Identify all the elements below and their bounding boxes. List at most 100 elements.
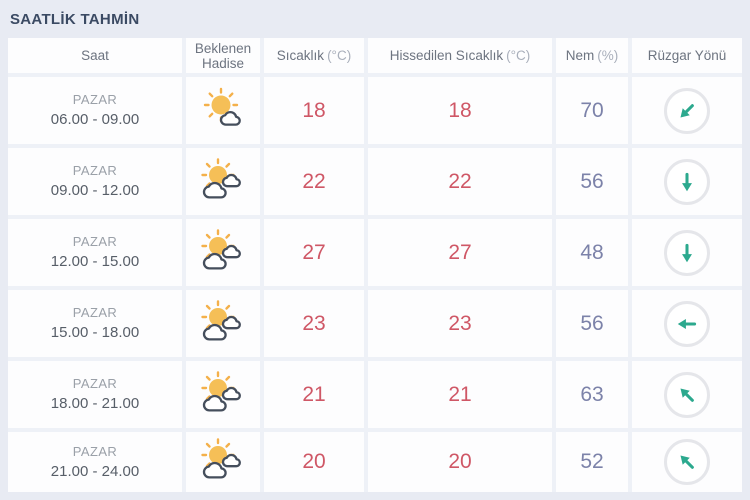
forecast-row: PAZAR 12.00 - 15.00 27 27 48 [8,219,742,286]
temperature-value: 18 [302,98,326,122]
temperature-value: 20 [302,450,326,473]
humidity-value: 70 [580,98,604,122]
feels-like-cell: 21 [368,361,552,428]
time-range-label: 09.00 - 12.00 [50,182,140,199]
sun-two-clouds-icon [199,157,247,204]
sun-two-clouds-icon [199,299,247,346]
sun-two-clouds-icon [199,370,247,417]
time-slot-cell: PAZAR 12.00 - 15.00 [8,219,182,286]
feels-like-cell: 20 [368,432,552,492]
column-header-nem: Nem (%) [556,38,628,73]
expected-condition-cell [186,77,260,144]
day-label: PAZAR [72,443,118,459]
temperature-value: 23 [302,311,326,335]
humidity-value: 63 [580,382,604,406]
header-label-group: Hissedilen Sıcaklık (°C) [390,48,530,63]
wind-direction-cell [632,290,742,357]
forecast-row: PAZAR 09.00 - 12.00 22 22 56 [8,148,742,215]
wind-arrow-northwest-icon [674,382,700,408]
day-label: PAZAR [72,234,118,249]
time-slot-cell: PAZAR 18.00 - 21.00 [8,361,182,428]
wind-direction-indicator [664,87,710,134]
humidity-cell: 70 [556,77,628,144]
time-range-label: 12.00 - 15.00 [50,253,140,270]
wind-direction-cell [632,361,742,428]
feels-like-value: 18 [448,98,472,122]
expected-condition-cell [186,361,260,428]
time-slot-cell: PAZAR 21.00 - 24.00 [8,432,182,492]
expected-condition-cell [186,432,260,492]
feels-like-value: 20 [448,450,472,473]
humidity-value: 52 [580,450,604,473]
time-range-label: 06.00 - 09.00 [50,111,140,128]
forecast-row: PAZAR 21.00 - 24.00 20 20 52 [8,432,742,492]
wind-direction-cell [632,148,742,215]
day-label: PAZAR [72,92,118,107]
column-header-label: Hissedilen Sıcaklık [389,48,504,63]
temperature-value: 22 [302,169,326,193]
temperature-value: 21 [302,382,326,406]
page-title: SAATLİK TAHMİN [10,11,140,28]
expected-condition-cell [186,219,260,286]
temperature-cell: 21 [264,361,364,428]
table-header-row: Saat Beklenen Hadise Sıcaklık (°C) Hissedile… [8,38,742,73]
column-header-ruzgar-yonu: Rüzgar Yönü [632,38,742,73]
wind-direction-indicator [664,371,710,418]
column-header-saat: Saat [8,38,182,73]
humidity-cell: 56 [556,148,628,215]
humidity-cell: 52 [556,432,628,492]
expected-condition-cell [186,148,260,215]
sun-two-clouds-icon [199,228,247,275]
column-header-label: Sıcaklık [276,48,325,63]
time-slot-cell: PAZAR 06.00 - 09.00 [8,77,182,144]
column-header-unit: (°C) [506,48,531,63]
time-range-label: 21.00 - 24.00 [50,462,140,480]
feels-like-cell: 18 [368,77,552,144]
day-label: PAZAR [72,163,118,178]
day-label: PAZAR [72,305,118,320]
header-label-group: Sıcaklık (°C) [277,48,351,63]
temperature-value: 27 [302,240,326,264]
temperature-cell: 23 [264,290,364,357]
column-header-unit: (%) [597,48,619,63]
forecast-row: PAZAR 18.00 - 21.00 21 21 63 [8,361,742,428]
header-label-group: Rüzgar Yönü [648,48,727,63]
temperature-cell: 27 [264,219,364,286]
wind-direction-cell [632,219,742,286]
day-label: PAZAR [72,376,118,391]
column-header-label: Saat [81,48,109,63]
wind-direction-cell [632,432,742,492]
column-header-hissedilen-sicaklik: Hissedilen Sıcaklık (°C) [368,38,552,73]
forecast-row: PAZAR 06.00 - 09.00 18 18 70 [8,77,742,144]
time-slot-cell: PAZAR 15.00 - 18.00 [8,290,182,357]
time-range-label: 15.00 - 18.00 [50,324,140,341]
wind-arrow-northwest-icon [674,449,700,475]
header-label-group: Beklenen Hadise [190,41,256,71]
expected-condition-cell [186,290,260,357]
humidity-value: 56 [580,311,604,335]
forecast-row: PAZAR 15.00 - 18.00 23 23 56 [8,290,742,357]
feels-like-value: 21 [448,382,472,406]
column-header-beklenen-hadise: Beklenen Hadise [186,38,260,73]
time-range-label: 18.00 - 21.00 [50,395,140,412]
wind-direction-indicator [664,439,710,485]
temperature-cell: 22 [264,148,364,215]
header-label-group: Saat [81,48,109,63]
temperature-cell: 18 [264,77,364,144]
wind-direction-indicator [664,300,710,347]
wind-direction-indicator [664,158,710,205]
humidity-value: 48 [580,240,604,264]
temperature-cell: 20 [264,432,364,492]
column-header-label: Beklenen Hadise [194,40,252,71]
feels-like-cell: 23 [368,290,552,357]
sun-one-cloud-icon [199,87,247,133]
humidity-value: 56 [580,169,604,193]
wind-arrow-southwest-icon [674,98,700,124]
column-header-unit: (°C) [327,48,352,63]
wind-arrow-west-icon [674,311,700,337]
wind-direction-cell [632,77,742,144]
column-header-sicaklik: Sıcaklık (°C) [264,38,364,73]
humidity-cell: 63 [556,361,628,428]
feels-like-cell: 27 [368,219,552,286]
